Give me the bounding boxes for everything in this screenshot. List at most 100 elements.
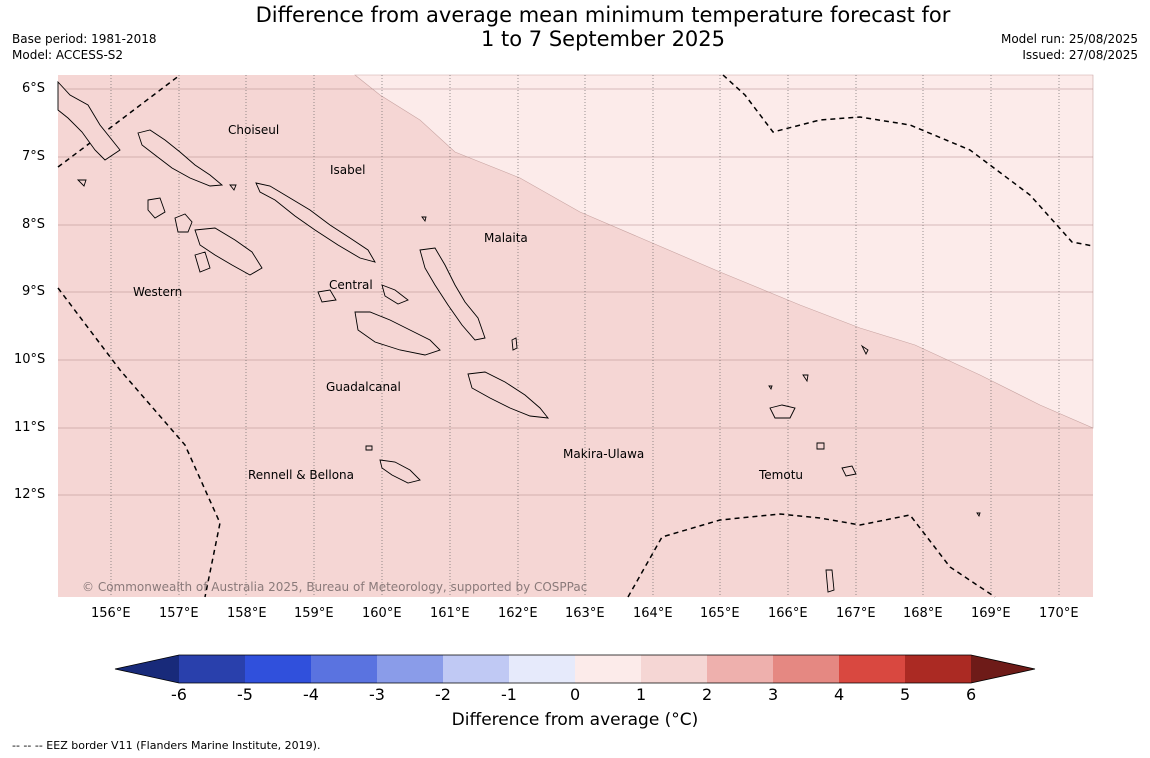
region-label-choiseul: Choiseul xyxy=(228,123,280,137)
colorbar-bin-5-6 xyxy=(905,655,971,683)
bougainville-coast xyxy=(57,80,121,161)
colorbar-tick-3: 3 xyxy=(768,685,779,704)
colorbar-tick-m1: -1 xyxy=(501,685,517,704)
map-title: Difference from average mean minimum tem… xyxy=(0,3,1150,51)
colorbar-tick-m3: -3 xyxy=(369,685,385,704)
colorbar-tick-m4: -4 xyxy=(303,685,319,704)
colorbar-tick-m6: -6 xyxy=(171,685,187,704)
islands xyxy=(57,80,981,593)
choiseul-island xyxy=(137,129,224,187)
florida-islands xyxy=(317,289,337,303)
colorbar-outline xyxy=(114,654,1036,684)
western-islands xyxy=(194,227,263,276)
lon-label-161e: 161°E xyxy=(430,606,470,621)
colorbar-bin-m1-0 xyxy=(509,655,575,683)
meta-right: Model run: 25/08/2025 Issued: 27/08/2025 xyxy=(1001,31,1138,63)
lon-label-162e: 162°E xyxy=(498,606,538,621)
colorbar-tick-6: 6 xyxy=(966,685,977,704)
eez-legend-note: -- -- -- EEZ border V11 (Flanders Marine… xyxy=(12,739,321,752)
meta-left: Base period: 1981-2018 Model: ACCESS-S2 xyxy=(12,31,157,63)
title-line-1: Difference from average mean minimum tem… xyxy=(255,3,951,27)
region-label-western: Western xyxy=(133,285,183,299)
region-label-guadalcanal: Guadalcanal xyxy=(326,380,401,394)
vella-lavella xyxy=(147,197,166,219)
lat-label-6s: 6°S xyxy=(22,81,46,96)
small-island-1 xyxy=(421,216,427,223)
lon-label-160e: 160°E xyxy=(362,606,402,621)
lat-label-9s: 9°S xyxy=(22,284,46,299)
region-label-rennell-bellona: Rennell & Bellona xyxy=(248,468,355,482)
issued-text: Issued: 27/08/2025 xyxy=(1022,48,1138,62)
lat-label-8s: 8°S xyxy=(22,217,46,232)
colorbar-bin-m6-m5 xyxy=(179,655,245,683)
lat-label-7s: 7°S xyxy=(22,149,46,164)
copyright-text: © Commonwealth of Australia 2025, Bureau… xyxy=(82,580,588,594)
small-island-3 xyxy=(229,184,237,191)
malaita-island xyxy=(419,247,486,341)
colorbar-bin-2-3 xyxy=(707,655,773,683)
rendova xyxy=(194,251,211,273)
model-run-text: Model run: 25/08/2025 xyxy=(1000,32,1138,46)
region-label-central: Central xyxy=(329,278,373,292)
map-zone-anomaly-0-1 xyxy=(354,74,1094,429)
lon-label-166e: 166°E xyxy=(768,606,808,621)
colorbar-tick-0: 0 xyxy=(570,685,581,704)
vanikoro-island xyxy=(841,465,857,477)
region-label-malaita: Malaita xyxy=(484,231,528,245)
colorbar-bin-m2-m1 xyxy=(443,655,509,683)
lon-label-157e: 157°E xyxy=(159,606,199,621)
colorbar-tick-1: 1 xyxy=(636,685,647,704)
eez-borders xyxy=(57,74,1094,598)
colorbar-bin-m5-m4 xyxy=(245,655,311,683)
colorbar-tick-4: 4 xyxy=(834,685,845,704)
base-period-text: Base period: 1981-2018 xyxy=(12,32,157,46)
lon-label-159e: 159°E xyxy=(294,606,334,621)
small-island-5 xyxy=(768,385,773,391)
rennell-island xyxy=(379,459,421,484)
colorbar-tick-2: 2 xyxy=(702,685,713,704)
lon-label-167e: 167°E xyxy=(836,606,876,621)
colorbar-extend-high xyxy=(971,655,1035,683)
lon-label-165e: 165°E xyxy=(700,606,740,621)
lat-label-12s: 12°S xyxy=(14,487,46,502)
colorbar-extend-low xyxy=(115,655,179,683)
colorbar-bin-m3-m2 xyxy=(377,655,443,683)
ulawa-island xyxy=(511,337,518,351)
colorbar-bin-1-2 xyxy=(641,655,707,683)
guadalcanal-island xyxy=(354,311,441,356)
model-text: Model: ACCESS-S2 xyxy=(12,48,124,62)
reef-islands xyxy=(802,374,809,383)
region-label-makira-ulawa: Makira-Ulawa xyxy=(563,447,645,461)
lat-label-11s: 11°S xyxy=(14,420,46,435)
small-island-2 xyxy=(76,179,87,187)
region-label-isabel: Isabel xyxy=(330,163,366,177)
colorbar xyxy=(114,654,1036,684)
duff-islands xyxy=(860,344,869,356)
lon-label-170e: 170°E xyxy=(1039,606,1079,621)
utupua-island xyxy=(816,442,825,450)
lat-label-10s: 10°S xyxy=(14,352,46,367)
new-georgia xyxy=(174,213,193,233)
lat-gridlines xyxy=(58,88,1093,496)
lon-label-164e: 164°E xyxy=(633,606,673,621)
colorbar-bin-4-5 xyxy=(839,655,905,683)
lon-label-156e: 156°E xyxy=(91,606,131,621)
lon-label-168e: 168°E xyxy=(903,606,943,621)
colorbar-label: Difference from average (°C) xyxy=(451,710,699,730)
colorbar-tick-5: 5 xyxy=(900,685,911,704)
colorbar-bin-3-4 xyxy=(773,655,839,683)
santa-cruz-island xyxy=(769,404,796,419)
makira-island xyxy=(467,371,550,419)
title-line-2: 1 to 7 September 2025 xyxy=(480,27,726,51)
lon-label-163e: 163°E xyxy=(565,606,605,621)
colorbar-bin-m4-m3 xyxy=(311,655,377,683)
bellona-island xyxy=(365,445,373,451)
small-island-4 xyxy=(976,512,981,518)
lon-label-169e: 169°E xyxy=(971,606,1011,621)
russell-island xyxy=(381,284,409,305)
region-label-temotu: Temotu xyxy=(759,468,804,482)
colorbar-bin-0-1 xyxy=(575,655,641,683)
lon-label-158e: 158°E xyxy=(227,606,267,621)
isabel-island xyxy=(255,182,376,263)
